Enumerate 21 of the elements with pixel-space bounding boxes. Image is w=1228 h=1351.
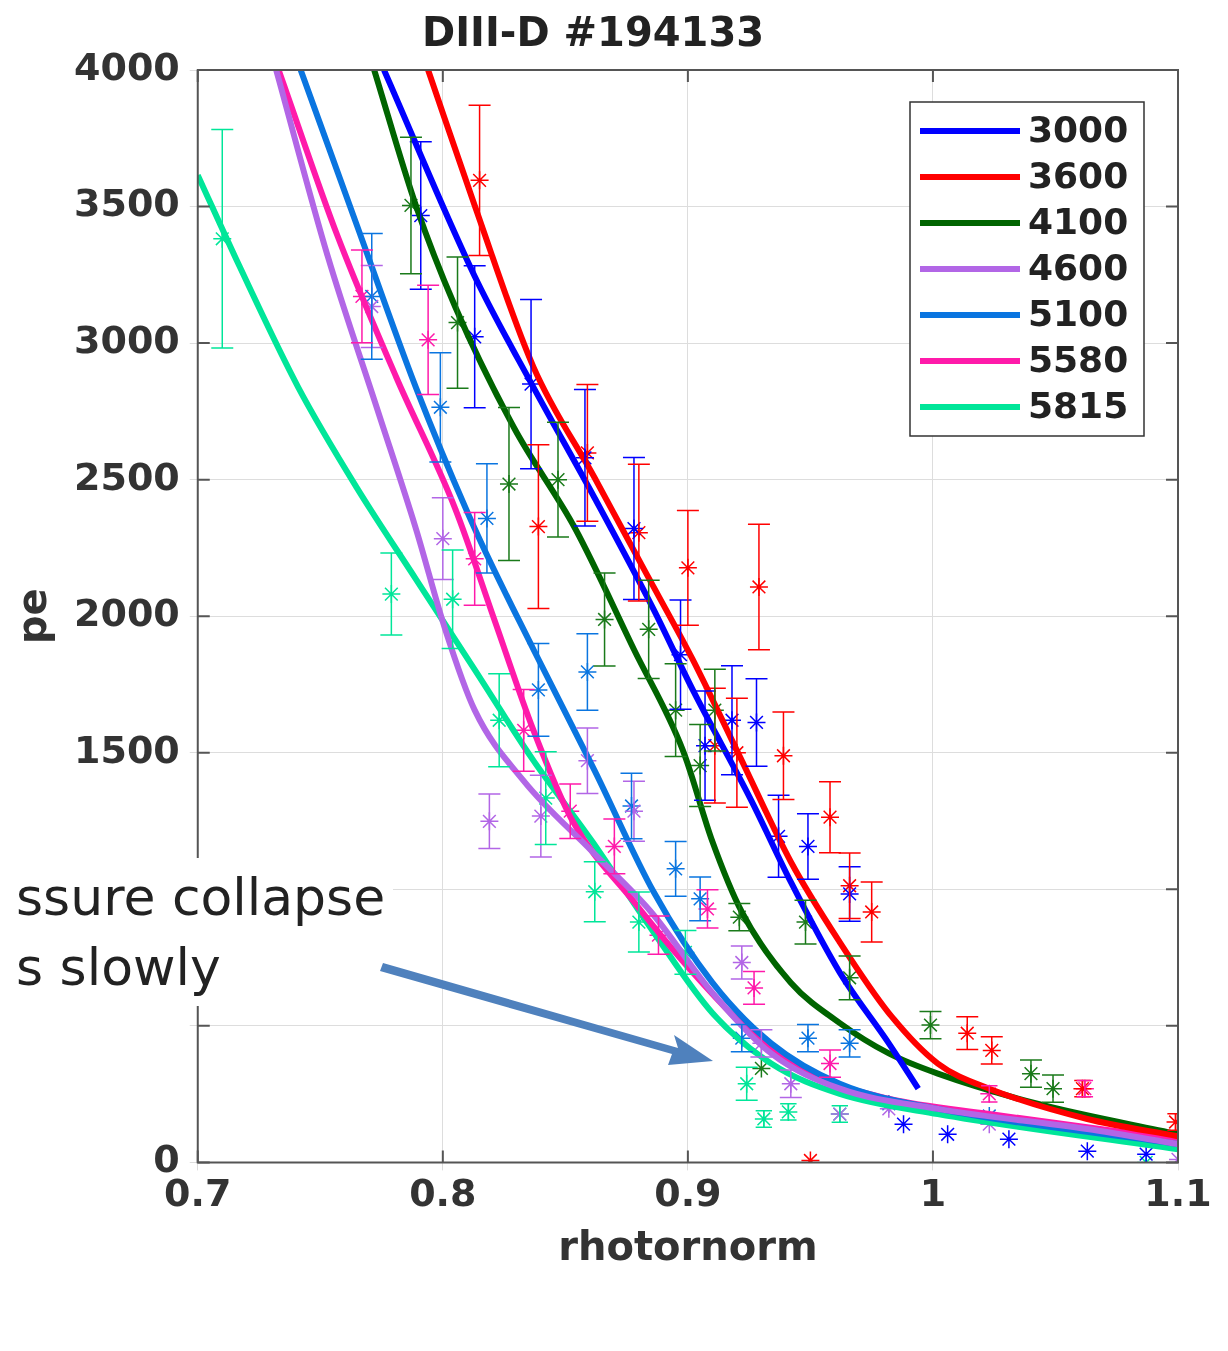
x-tick-label: 0.9 — [654, 1171, 722, 1216]
chart-title: DIII-D #194133 — [421, 9, 765, 56]
x-tick-label: 1 — [919, 1171, 947, 1216]
legend-label: 5100 — [1028, 293, 1129, 335]
x-tick-label: 1.1 — [1144, 1171, 1212, 1216]
legend-label: 4600 — [1028, 247, 1129, 289]
annotation: ssure collapse s slowly — [8, 858, 394, 1006]
legend-label: 4100 — [1028, 201, 1129, 243]
y-tick-label: 4000 — [74, 44, 180, 89]
y-tick-label: 1500 — [74, 727, 180, 772]
legend-label: 3600 — [1028, 155, 1129, 197]
legend-label: 5815 — [1028, 385, 1129, 427]
legend-label: 5580 — [1028, 339, 1129, 381]
x-tick-label: 0.8 — [409, 1171, 477, 1216]
legend-label: 3000 — [1028, 109, 1129, 151]
x-axis-title: rhotornorm — [558, 1223, 818, 1270]
y-tick-label: 2500 — [74, 454, 180, 499]
y-axis-title: pe — [9, 588, 56, 645]
y-tick-label: 3000 — [74, 317, 180, 362]
y-tick-label: 2000 — [74, 591, 180, 636]
y-tick-label: 3500 — [74, 181, 180, 226]
